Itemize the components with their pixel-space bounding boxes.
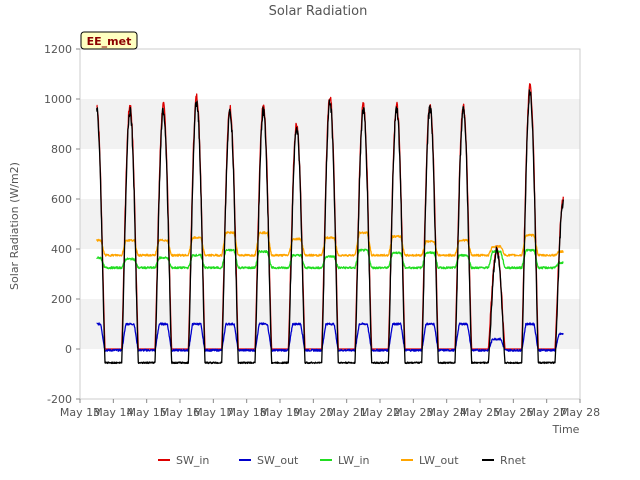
- y-tick-label: 1000: [44, 93, 72, 106]
- badge-box: [80, 31, 138, 50]
- x-tick-label: May 17: [193, 406, 233, 419]
- legend-label: LW_out: [419, 454, 459, 467]
- x-tick-label: May 16: [160, 406, 200, 419]
- legend-label: SW_out: [257, 454, 299, 467]
- series-layer: [96, 83, 564, 365]
- x-tick-label: May 20: [293, 406, 333, 419]
- x-tick-label: May 14: [93, 406, 133, 419]
- legend-label: SW_in: [176, 454, 209, 467]
- series-line-sw-out: [96, 322, 564, 352]
- y-tick-label: 400: [51, 243, 72, 256]
- y-axis-label: Solar Radiation (W/m2): [8, 162, 21, 290]
- y-tick-label: 200: [51, 293, 72, 306]
- y-tick-label: 0: [65, 343, 72, 356]
- plot-band: [80, 99, 580, 149]
- plot-frame: [79, 48, 581, 400]
- legend: SW_in SW_out LW_in LW_out Rnet: [158, 454, 526, 467]
- chart-title: Solar Radiation: [269, 4, 368, 19]
- x-tick-label: May 28: [560, 406, 600, 419]
- y-tick-label: 800: [51, 143, 72, 156]
- plot-band: [80, 199, 580, 249]
- x-tick-label: May 23: [393, 406, 433, 419]
- y-tick-label: -200: [47, 393, 72, 406]
- badge: EE_met: [80, 31, 138, 50]
- x-tick-label: May 19: [260, 406, 300, 419]
- x-tick-label: May 15: [127, 406, 167, 419]
- series-line-lw-out: [96, 231, 564, 257]
- x-axis-label: Time: [552, 423, 580, 436]
- y-tick-label: 600: [51, 193, 72, 206]
- y-tick-label: 1200: [44, 43, 72, 56]
- x-tick-label: May 24: [427, 406, 467, 419]
- x-tick-label: May 22: [360, 406, 400, 419]
- x-tick-label: May 18: [227, 406, 267, 419]
- badge-label: EE_met: [87, 35, 132, 48]
- series-line-lw-in: [96, 248, 564, 270]
- plot-bands: [80, 99, 580, 349]
- series-line-rnet: [96, 89, 564, 365]
- x-tick-label: May 26: [493, 406, 533, 419]
- x-tick-label: May 25: [460, 406, 500, 419]
- x-tick-label: May 13: [60, 406, 100, 419]
- x-tick-label: May 27: [527, 406, 567, 419]
- legend-label: LW_in: [338, 454, 370, 467]
- x-tick-label: May 21: [327, 406, 367, 419]
- y-axis: -200 0 200 400 600 800 1000 1200: [44, 43, 80, 406]
- legend-label: Rnet: [500, 454, 526, 467]
- series-line-sw-in: [96, 83, 564, 350]
